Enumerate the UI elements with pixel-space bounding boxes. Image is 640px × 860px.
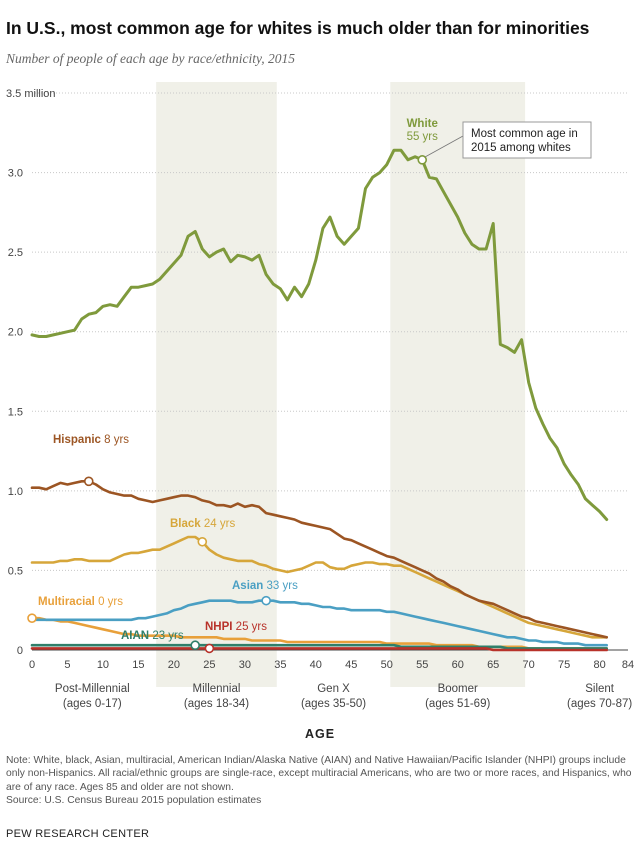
series-label-multiracial: Multiracial 0 yrs xyxy=(38,596,123,608)
peak-marker-aian xyxy=(190,640,200,651)
x-tick-label: 25 xyxy=(203,659,215,671)
series-line-black xyxy=(30,535,608,639)
generation-label: Post-Millennial xyxy=(55,683,130,695)
x-tick-label: 65 xyxy=(487,659,499,671)
x-tick-label: 70 xyxy=(523,659,535,671)
peak-marker-asian xyxy=(261,595,271,606)
x-tick-label: 30 xyxy=(239,659,251,671)
peak-marker-white xyxy=(417,155,428,165)
series-name-multiracial: Multiracial xyxy=(38,596,95,608)
callout-box xyxy=(462,121,592,159)
series-line-asian xyxy=(30,599,608,647)
peak-label-multiracial: 0 yrs xyxy=(95,596,123,608)
series-label-black: Black 24 yrs xyxy=(170,518,235,530)
peak-label-nhpi: 25 yrs xyxy=(232,621,267,633)
peak-marker-nhpi xyxy=(204,643,215,654)
peak-marker-black xyxy=(197,536,208,547)
x-tick-label: 35 xyxy=(274,659,286,671)
series-line-white xyxy=(30,148,609,521)
x-tick-label: 40 xyxy=(310,659,322,671)
footer-brand: PEW RESEARCH CENTER xyxy=(6,828,150,840)
peak-label-hispanic: 8 yrs xyxy=(101,434,129,446)
series-line-aian xyxy=(30,643,608,650)
generation-label: Gen X xyxy=(317,683,350,695)
peak-label-white: 55 yrs xyxy=(407,131,439,143)
note-text: Note: White, black, Asian, multiracial, … xyxy=(6,755,632,793)
y-tick-label: 3.5 million xyxy=(6,88,56,100)
y-tick-label: 2.0 xyxy=(8,327,23,339)
y-tick-label: 2.5 xyxy=(8,247,23,259)
x-tick-label: 60 xyxy=(452,659,464,671)
y-tick-label: 1.5 xyxy=(8,406,23,418)
generation-range-label: (ages 0-17) xyxy=(63,698,122,710)
generation-range-label: (ages 51-69) xyxy=(425,698,490,710)
chart-title: In U.S., most common age for whites is m… xyxy=(6,18,590,38)
series-name-asian: Asian xyxy=(232,580,263,592)
y-tick-label: 0.5 xyxy=(8,565,23,577)
series-label-hispanic: Hispanic 8 yrs xyxy=(53,434,129,446)
peak-label-black: 24 yrs xyxy=(201,518,236,530)
series-label-aian: AIAN 23 yrs xyxy=(121,630,184,642)
x-tick-label: 15 xyxy=(132,659,144,671)
peak-label-asian: 33 yrs xyxy=(263,580,298,592)
y-tick-label: 1.0 xyxy=(8,486,23,498)
generation-shade-millennial xyxy=(156,82,277,687)
source-text: Source: U.S. Census Bureau 2015 populati… xyxy=(6,794,262,806)
generation-label: Silent xyxy=(585,683,615,695)
generation-label: Boomer xyxy=(438,683,478,695)
series-name-aian: AIAN xyxy=(121,630,149,642)
x-tick-label: 5 xyxy=(64,659,70,671)
x-tick-label: 75 xyxy=(558,659,570,671)
callout-text: Most common age in xyxy=(471,128,578,140)
series-label-white: White xyxy=(407,118,438,130)
x-tick-label: 20 xyxy=(168,659,180,671)
generation-range-label: (ages 70-87) xyxy=(567,698,632,710)
generation-shade-boomer xyxy=(390,82,526,687)
chart-subtitle: Number of people of each age by race/eth… xyxy=(6,51,296,66)
peak-marker-multiracial xyxy=(27,613,37,623)
x-tick-label: 45 xyxy=(345,659,357,671)
chart: 0 0.5 1.0 1.5 2.0 2.5 3.0 3.5 million 0 5 10 15 20 25… xyxy=(6,82,634,741)
series-label-asian: Asian 33 yrs xyxy=(232,580,298,592)
series-line-hispanic xyxy=(30,480,608,639)
generation-range-label: (ages 18-34) xyxy=(184,698,249,710)
peak-label-aian: 23 yrs xyxy=(149,630,184,642)
series-line-multiracial xyxy=(30,616,608,650)
x-tick-label: 55 xyxy=(416,659,428,671)
x-axis-title: AGE xyxy=(305,727,335,741)
notes: Note: White, black, Asian, multiracial, … xyxy=(6,754,632,807)
x-tick-label: 80 xyxy=(593,659,605,671)
callout-leader-line xyxy=(425,135,464,158)
generation-range-label: (ages 35-50) xyxy=(301,698,366,710)
x-tick-label: 10 xyxy=(97,659,109,671)
x-tick-label: 0 xyxy=(29,659,35,671)
callout-text: 2015 among whites xyxy=(471,142,571,154)
y-tick-label: 3.0 xyxy=(8,168,23,180)
y-tick-label: 0 xyxy=(17,645,23,657)
series-name-hispanic: Hispanic xyxy=(53,434,102,446)
series-name-black: Black xyxy=(170,518,201,530)
x-tick-label: 50 xyxy=(381,659,393,671)
generation-label: Millennial xyxy=(193,683,241,695)
x-tick-label: 84 xyxy=(622,659,634,671)
series-name-nhpi: NHPI xyxy=(205,621,232,633)
peak-marker-hispanic xyxy=(83,476,94,487)
series-label-nhpi: NHPI 25 yrs xyxy=(205,621,267,633)
series-line-nhpi xyxy=(30,647,608,652)
